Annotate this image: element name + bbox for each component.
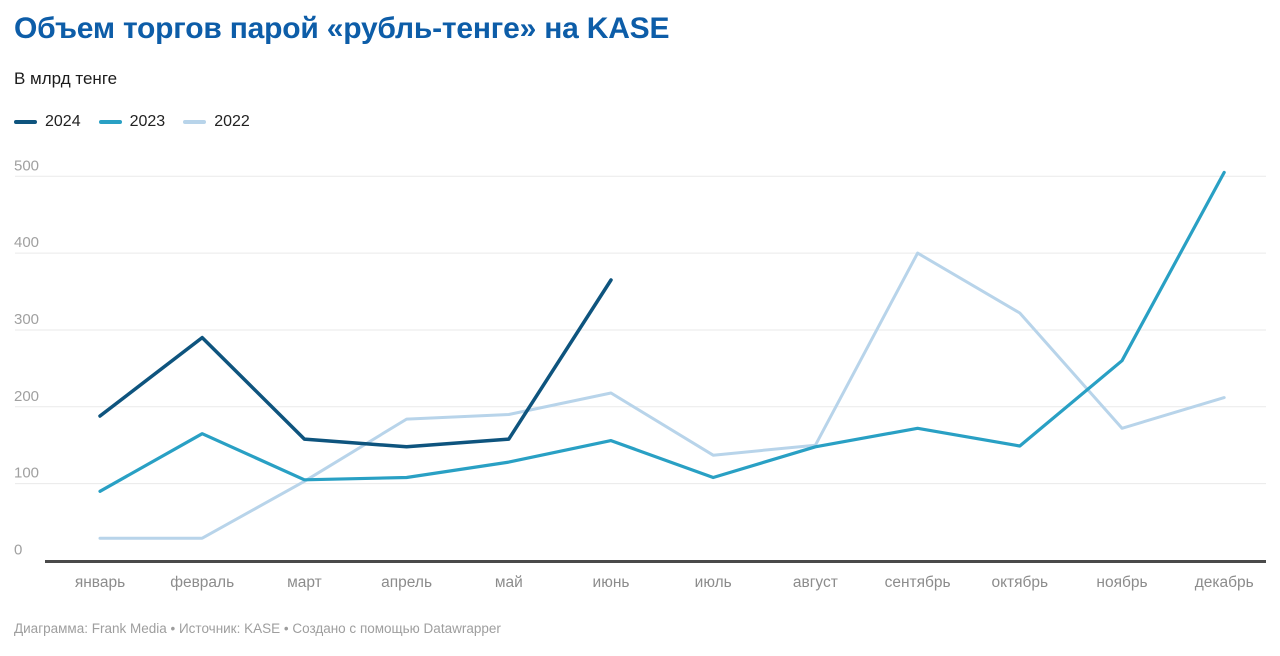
x-tick-label-март: март bbox=[287, 574, 322, 591]
x-tick-label-июнь: июнь bbox=[593, 574, 630, 591]
x-tick-label-ноябрь: ноябрь bbox=[1096, 574, 1147, 591]
series-line-2024 bbox=[98, 278, 613, 449]
y-tick-label-400: 400 bbox=[14, 234, 39, 251]
chart-footer: Диаграмма: Frank Media • Источник: KASE … bbox=[14, 621, 501, 636]
legend-swatch-2024-icon bbox=[14, 120, 37, 124]
legend-label-2024: 2024 bbox=[45, 113, 81, 130]
line-chart-plot: 0 100 200 300 400 500 январь февраль март апрель м… bbox=[14, 157, 1266, 591]
legend-item-2023[interactable]: 2023 bbox=[98, 113, 166, 131]
x-tick-label-август: август bbox=[793, 574, 838, 591]
y-tick-label-500: 500 bbox=[14, 157, 39, 174]
legend-swatch-2023-icon bbox=[98, 120, 122, 124]
legend-swatch-2022-icon bbox=[183, 120, 207, 124]
y-tick-label-200: 200 bbox=[14, 388, 39, 405]
x-tick-label-июль: июль bbox=[695, 574, 732, 591]
legend-item-2022[interactable]: 2022 bbox=[183, 113, 250, 131]
y-tick-label-300: 300 bbox=[14, 311, 39, 328]
legend: 2024 2023 2022 bbox=[14, 113, 250, 131]
series-line-2023 bbox=[98, 170, 1226, 493]
legend-label-2022: 2022 bbox=[214, 113, 250, 130]
x-tick-label-октябрь: октябрь bbox=[991, 574, 1048, 591]
legend-item-2024[interactable]: 2024 bbox=[14, 113, 81, 131]
x-tick-label-февраль: февраль bbox=[170, 574, 234, 591]
chart-subtitle: В млрд тенге bbox=[14, 69, 118, 88]
x-tick-label-сентябрь: сентябрь bbox=[885, 574, 951, 591]
x-tick-label-май: май bbox=[495, 574, 523, 591]
y-tick-label-0: 0 bbox=[14, 542, 22, 559]
y-tick-label-100: 100 bbox=[14, 465, 39, 482]
x-tick-label-январь: январь bbox=[75, 574, 125, 591]
legend-label-2023: 2023 bbox=[129, 113, 166, 130]
series-line-2022 bbox=[98, 251, 1226, 540]
x-tick-label-декабрь: декабрь bbox=[1195, 574, 1254, 591]
chart-title: Объем торгов парой «рубль-тенге» на KASE bbox=[14, 12, 670, 45]
x-tick-label-апрель: апрель bbox=[381, 574, 432, 591]
